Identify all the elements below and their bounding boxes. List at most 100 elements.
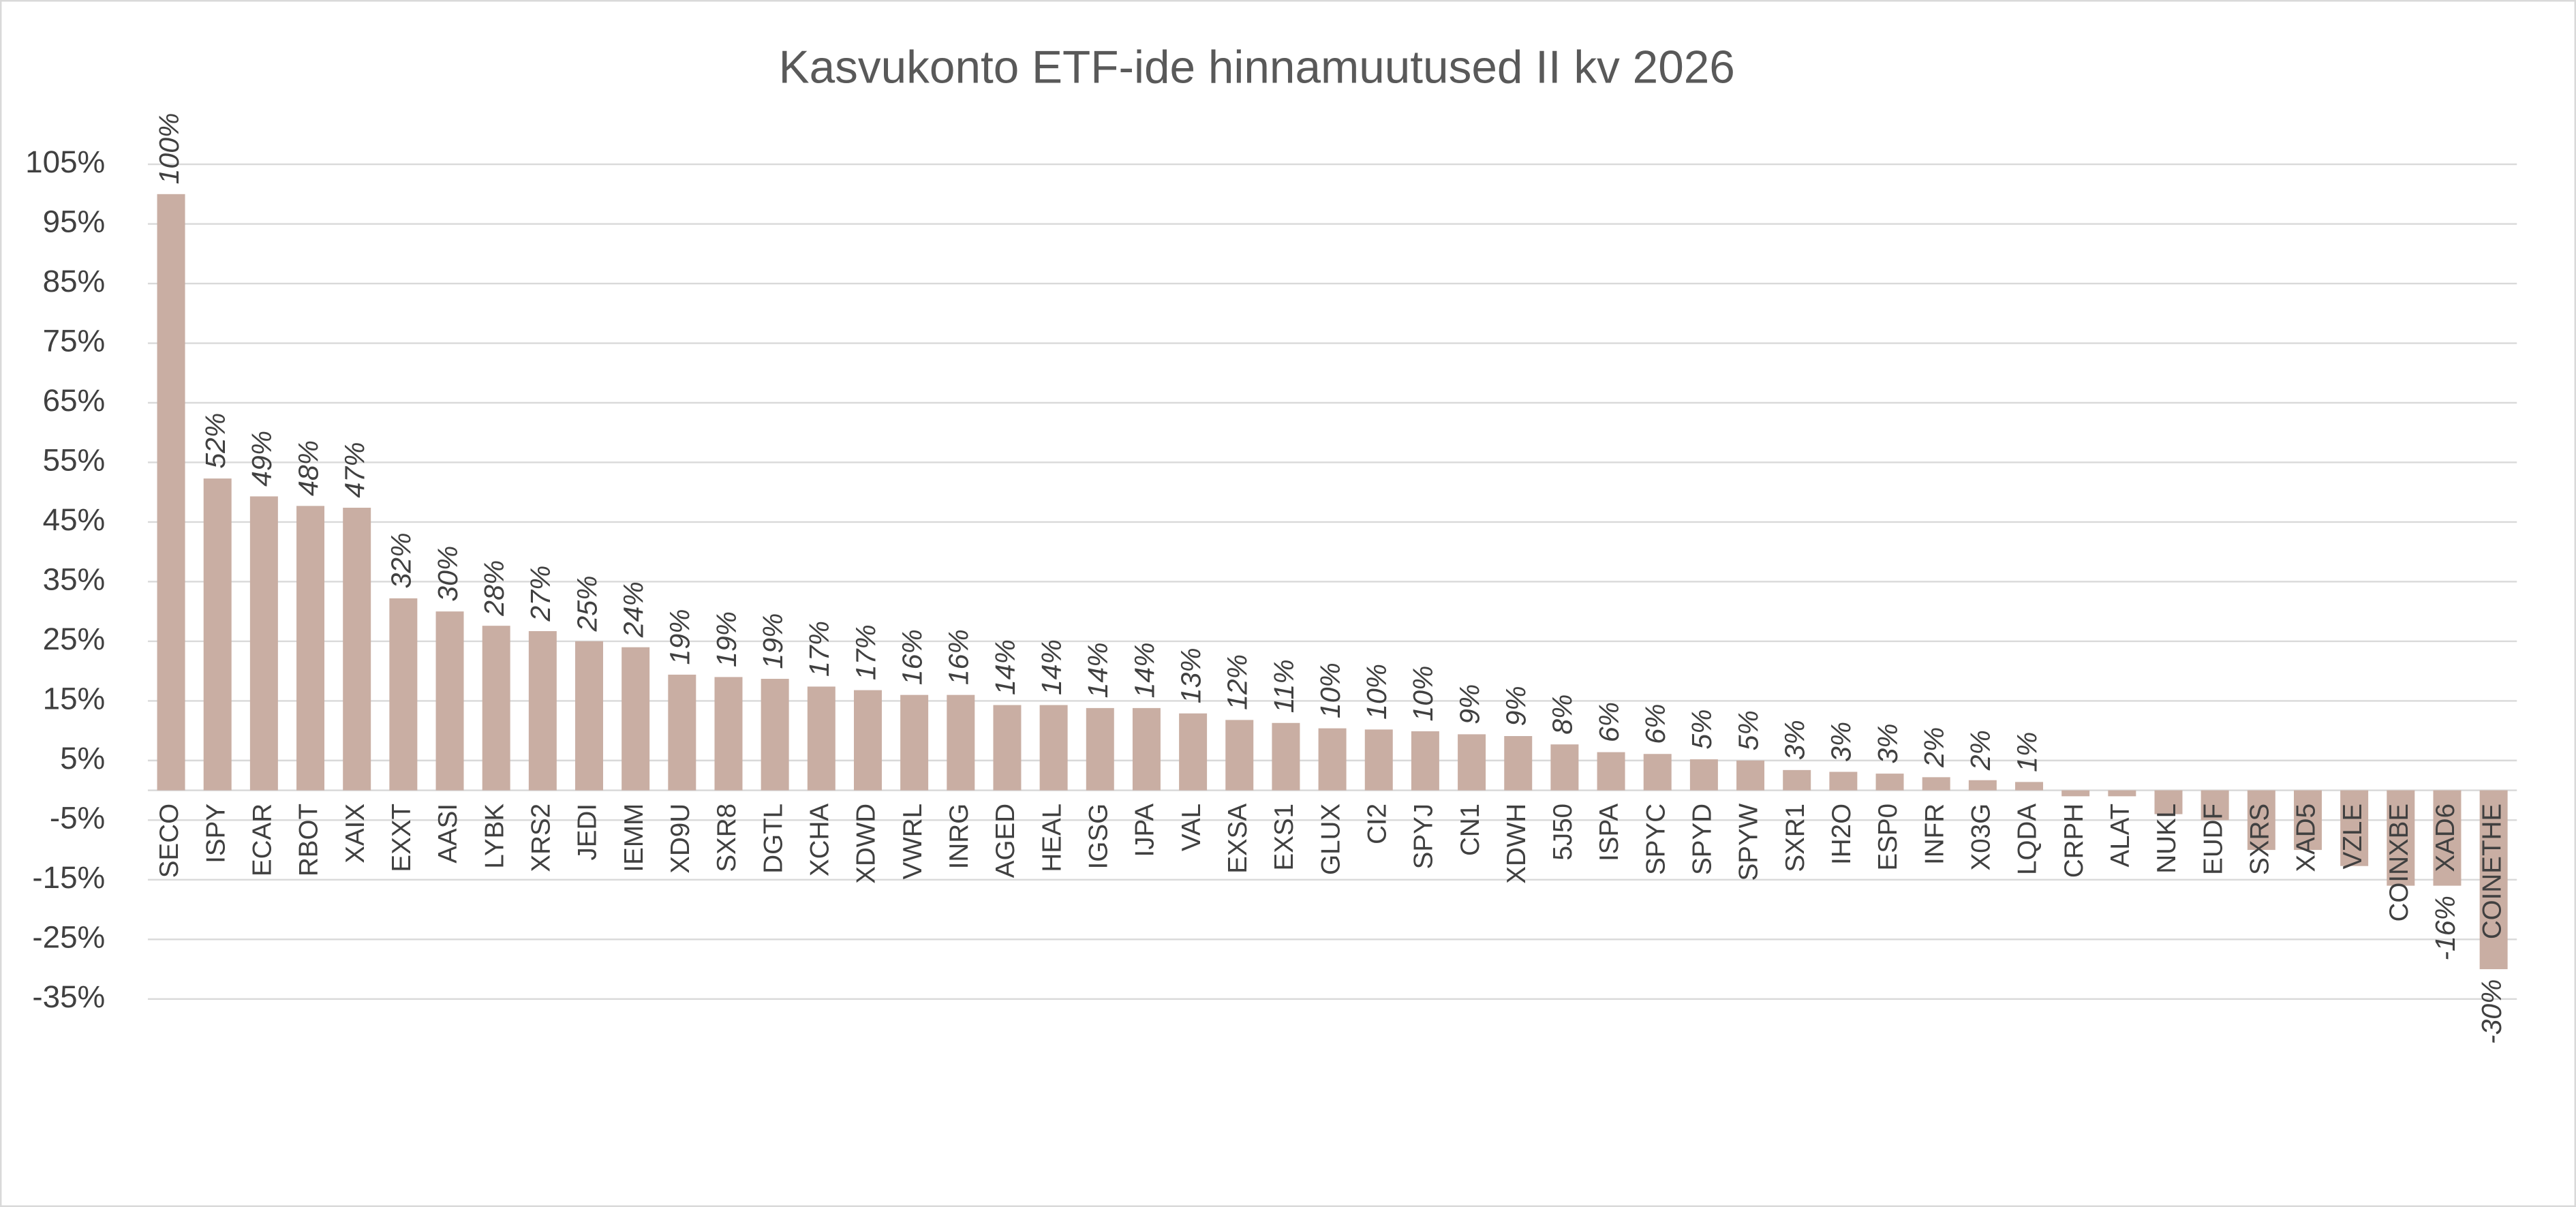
data-label: 25%	[571, 575, 602, 632]
bar	[714, 677, 743, 791]
data-label: 16%	[943, 629, 975, 685]
y-tick-label: 55%	[43, 443, 106, 478]
x-tick-label: XCHA	[805, 804, 834, 876]
data-label: 17%	[850, 624, 881, 680]
data-label: 28%	[478, 560, 510, 617]
data-label: 6%	[1640, 704, 1671, 744]
bar	[1689, 759, 1718, 791]
data-label: 5%	[1686, 709, 1717, 749]
data-label: 14%	[990, 639, 1021, 695]
x-tick-label: EXXT	[387, 804, 416, 872]
x-tick-label: SXR8	[712, 804, 741, 872]
bar	[853, 690, 882, 791]
bar	[947, 694, 975, 791]
data-label: 1%	[2011, 732, 2042, 772]
bar	[1272, 722, 1300, 791]
data-label: 6%	[1593, 702, 1625, 742]
x-tick-label: VWRL	[898, 804, 927, 879]
x-tick-label: ECAR	[248, 804, 277, 876]
bar	[1225, 720, 1254, 791]
bar	[1318, 728, 1347, 791]
data-label: 12%	[1222, 654, 1253, 710]
data-label: 3%	[1826, 722, 1857, 762]
bar	[2108, 790, 2136, 797]
data-label: 24%	[617, 581, 649, 638]
bar	[1922, 777, 1950, 791]
bar	[1875, 774, 1904, 791]
bar	[203, 478, 232, 791]
bar	[1643, 754, 1672, 791]
x-tick-label: LQDA	[2013, 804, 2042, 875]
bar	[435, 611, 464, 791]
bar	[2340, 790, 2369, 866]
x-tick-label: XAIX	[341, 804, 370, 864]
x-tick-label: ISPY	[201, 804, 230, 864]
x-tick-label: COINXBE	[2385, 804, 2414, 922]
bar	[1179, 713, 1208, 791]
x-tick-label: EXS1	[1270, 804, 1299, 871]
x-tick-label: SPYW	[1734, 803, 1764, 881]
bar	[2201, 790, 2229, 821]
x-tick-label: AGED	[991, 804, 1020, 878]
data-label: 10%	[1361, 664, 1392, 720]
data-label: 52%	[200, 413, 231, 469]
data-label: 16%	[896, 629, 927, 685]
data-label: 9%	[1501, 686, 1532, 726]
bar	[2154, 790, 2183, 814]
x-tick-label: IJPA	[1131, 804, 1160, 857]
data-label: 19%	[757, 613, 788, 669]
data-label: 47%	[339, 442, 371, 498]
x-tick-label: DGTL	[758, 804, 788, 874]
x-tick-label: SPYC	[1641, 804, 1670, 875]
bar	[2061, 790, 2090, 797]
bar	[2479, 790, 2508, 970]
bar	[343, 507, 371, 791]
y-tick-label: 75%	[43, 324, 106, 358]
y-tick-label: -25%	[32, 919, 105, 954]
data-label: 10%	[1407, 666, 1439, 722]
bar	[389, 598, 418, 791]
y-tick-label: 35%	[43, 562, 106, 597]
bar	[993, 705, 1022, 791]
x-tick-label: VZLE	[2338, 804, 2367, 869]
x-tick-label: INFR	[1920, 804, 1949, 865]
data-label: 14%	[1036, 639, 1067, 695]
x-tick-label: XDWD	[852, 804, 881, 884]
bar	[1783, 769, 1811, 791]
y-tick-label: 95%	[43, 204, 106, 239]
data-label: 19%	[664, 609, 696, 664]
bar	[2433, 790, 2462, 886]
x-tick-label: 5J50	[1548, 804, 1578, 861]
x-tick-label: IGSG	[1084, 804, 1113, 869]
y-tick-label: 105%	[25, 144, 105, 179]
x-tick-label: IH2O	[1827, 804, 1856, 865]
data-label: 32%	[386, 532, 417, 588]
x-tick-label: LYBK	[480, 804, 509, 869]
x-tick-label: CRPH	[2059, 804, 2089, 878]
data-label: 48%	[292, 440, 324, 496]
data-label: 30%	[432, 546, 463, 602]
data-label: 11%	[1268, 659, 1300, 713]
x-tick-label: RBOT	[294, 804, 324, 876]
data-label: 3%	[1872, 723, 1903, 763]
y-tick-label: -35%	[32, 979, 105, 1014]
y-tick-label: 15%	[43, 681, 106, 716]
data-label: 10%	[1315, 662, 1346, 718]
bar	[1968, 780, 1997, 791]
y-tick-label: 65%	[43, 383, 106, 418]
data-label: 17%	[803, 621, 835, 677]
bar	[1550, 744, 1579, 791]
x-tick-label: NUKL	[2152, 804, 2181, 874]
bar	[1039, 705, 1068, 791]
bar	[622, 647, 650, 791]
data-label: 100%	[153, 113, 185, 185]
x-tick-label: XAD6	[2431, 804, 2460, 872]
x-tick-label: XD9U	[666, 804, 695, 874]
x-tick-label: SXR1	[1781, 804, 1810, 872]
bar	[1132, 707, 1161, 791]
data-label: -16%	[2429, 896, 2461, 961]
x-tick-label: AASI	[433, 804, 463, 864]
x-tick-label: SPYD	[1688, 804, 1717, 875]
data-label: 49%	[246, 431, 277, 487]
x-tick-label: EUDF	[2198, 804, 2228, 875]
